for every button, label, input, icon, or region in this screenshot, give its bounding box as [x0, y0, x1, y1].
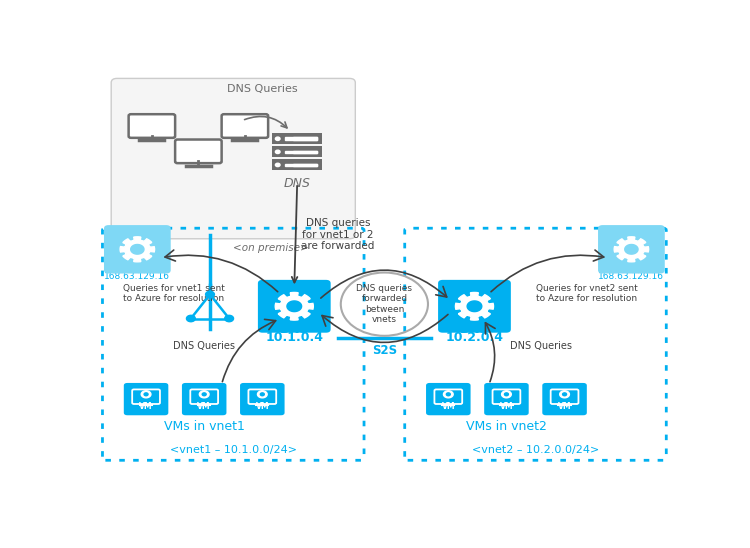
Text: VM: VM — [442, 402, 455, 411]
Text: Queries for vnet1 sent
to Azure for resolution: Queries for vnet1 sent to Azure for reso… — [123, 284, 225, 304]
Text: VM: VM — [558, 402, 572, 411]
FancyArrowPatch shape — [223, 319, 276, 381]
Text: DNS: DNS — [460, 323, 489, 336]
Circle shape — [187, 315, 195, 322]
Polygon shape — [446, 393, 450, 396]
Text: VM: VM — [197, 402, 211, 411]
Polygon shape — [285, 138, 317, 140]
FancyBboxPatch shape — [104, 225, 171, 273]
FancyBboxPatch shape — [175, 140, 222, 163]
FancyBboxPatch shape — [438, 280, 511, 333]
Polygon shape — [443, 391, 453, 398]
FancyArrowPatch shape — [165, 250, 278, 292]
Circle shape — [225, 315, 233, 322]
FancyBboxPatch shape — [598, 225, 664, 273]
Text: DNS Queries: DNS Queries — [227, 84, 298, 94]
Text: Queries for vnet2 sent
to Azure for resolution: Queries for vnet2 sent to Azure for reso… — [536, 284, 638, 304]
Polygon shape — [287, 301, 302, 312]
Polygon shape — [130, 244, 144, 254]
Polygon shape — [625, 244, 638, 254]
FancyBboxPatch shape — [426, 383, 470, 415]
FancyArrowPatch shape — [485, 323, 495, 382]
Text: S2S: S2S — [372, 344, 397, 357]
Polygon shape — [292, 164, 317, 166]
Text: <on premise>: <on premise> — [233, 243, 309, 253]
Polygon shape — [614, 237, 649, 262]
Text: DNS: DNS — [280, 323, 309, 336]
Text: 168.63.129.16: 168.63.129.16 — [598, 272, 664, 281]
Polygon shape — [505, 393, 509, 396]
Text: VMs in vnet2: VMs in vnet2 — [466, 420, 547, 433]
Text: VM: VM — [140, 402, 153, 411]
Polygon shape — [560, 391, 569, 398]
Polygon shape — [285, 164, 317, 166]
FancyBboxPatch shape — [124, 383, 168, 415]
FancyArrowPatch shape — [322, 315, 448, 342]
Polygon shape — [467, 301, 482, 312]
Polygon shape — [260, 393, 264, 396]
Circle shape — [275, 163, 280, 167]
Text: <vnet1 – 10.1.0.0/24>: <vnet1 – 10.1.0.0/24> — [170, 445, 297, 455]
Polygon shape — [141, 391, 151, 398]
Polygon shape — [285, 151, 317, 153]
Text: DNS Queries: DNS Queries — [510, 341, 572, 351]
Circle shape — [275, 150, 280, 153]
FancyArrowPatch shape — [491, 250, 604, 292]
Text: DNS Queries: DNS Queries — [173, 341, 236, 351]
Polygon shape — [292, 151, 317, 153]
Text: DNS queries
forwarded
between
vnets: DNS queries forwarded between vnets — [356, 284, 413, 324]
Text: <vnet2 – 10.2.0.0/24>: <vnet2 – 10.2.0.0/24> — [472, 445, 599, 455]
Polygon shape — [292, 138, 317, 140]
Polygon shape — [275, 293, 314, 320]
FancyArrowPatch shape — [321, 270, 447, 298]
Circle shape — [275, 137, 280, 140]
Text: DNS: DNS — [284, 177, 310, 190]
FancyBboxPatch shape — [258, 280, 331, 333]
Circle shape — [206, 291, 214, 298]
Text: 10.2.0.4: 10.2.0.4 — [446, 332, 503, 345]
FancyBboxPatch shape — [129, 114, 175, 138]
Polygon shape — [202, 393, 206, 396]
Polygon shape — [257, 391, 267, 398]
Polygon shape — [502, 391, 512, 398]
Polygon shape — [455, 293, 494, 320]
Text: VM: VM — [500, 402, 513, 411]
FancyBboxPatch shape — [484, 383, 529, 415]
Text: VMs in vnet1: VMs in vnet1 — [164, 420, 244, 433]
FancyBboxPatch shape — [240, 383, 284, 415]
FancyBboxPatch shape — [272, 146, 322, 157]
Polygon shape — [120, 237, 154, 262]
FancyBboxPatch shape — [272, 159, 322, 170]
Text: VM: VM — [256, 402, 269, 411]
Polygon shape — [144, 393, 148, 396]
Polygon shape — [562, 393, 566, 396]
FancyBboxPatch shape — [182, 383, 226, 415]
FancyBboxPatch shape — [272, 133, 322, 144]
FancyBboxPatch shape — [222, 114, 268, 138]
Text: DNS queries
for vnet1 or 2
are forwarded: DNS queries for vnet1 or 2 are forwarded — [302, 218, 374, 251]
FancyBboxPatch shape — [111, 78, 356, 239]
Polygon shape — [200, 391, 209, 398]
FancyBboxPatch shape — [542, 383, 586, 415]
Text: 10.1.0.4: 10.1.0.4 — [266, 332, 323, 345]
Text: 168.63.129.16: 168.63.129.16 — [104, 272, 170, 281]
